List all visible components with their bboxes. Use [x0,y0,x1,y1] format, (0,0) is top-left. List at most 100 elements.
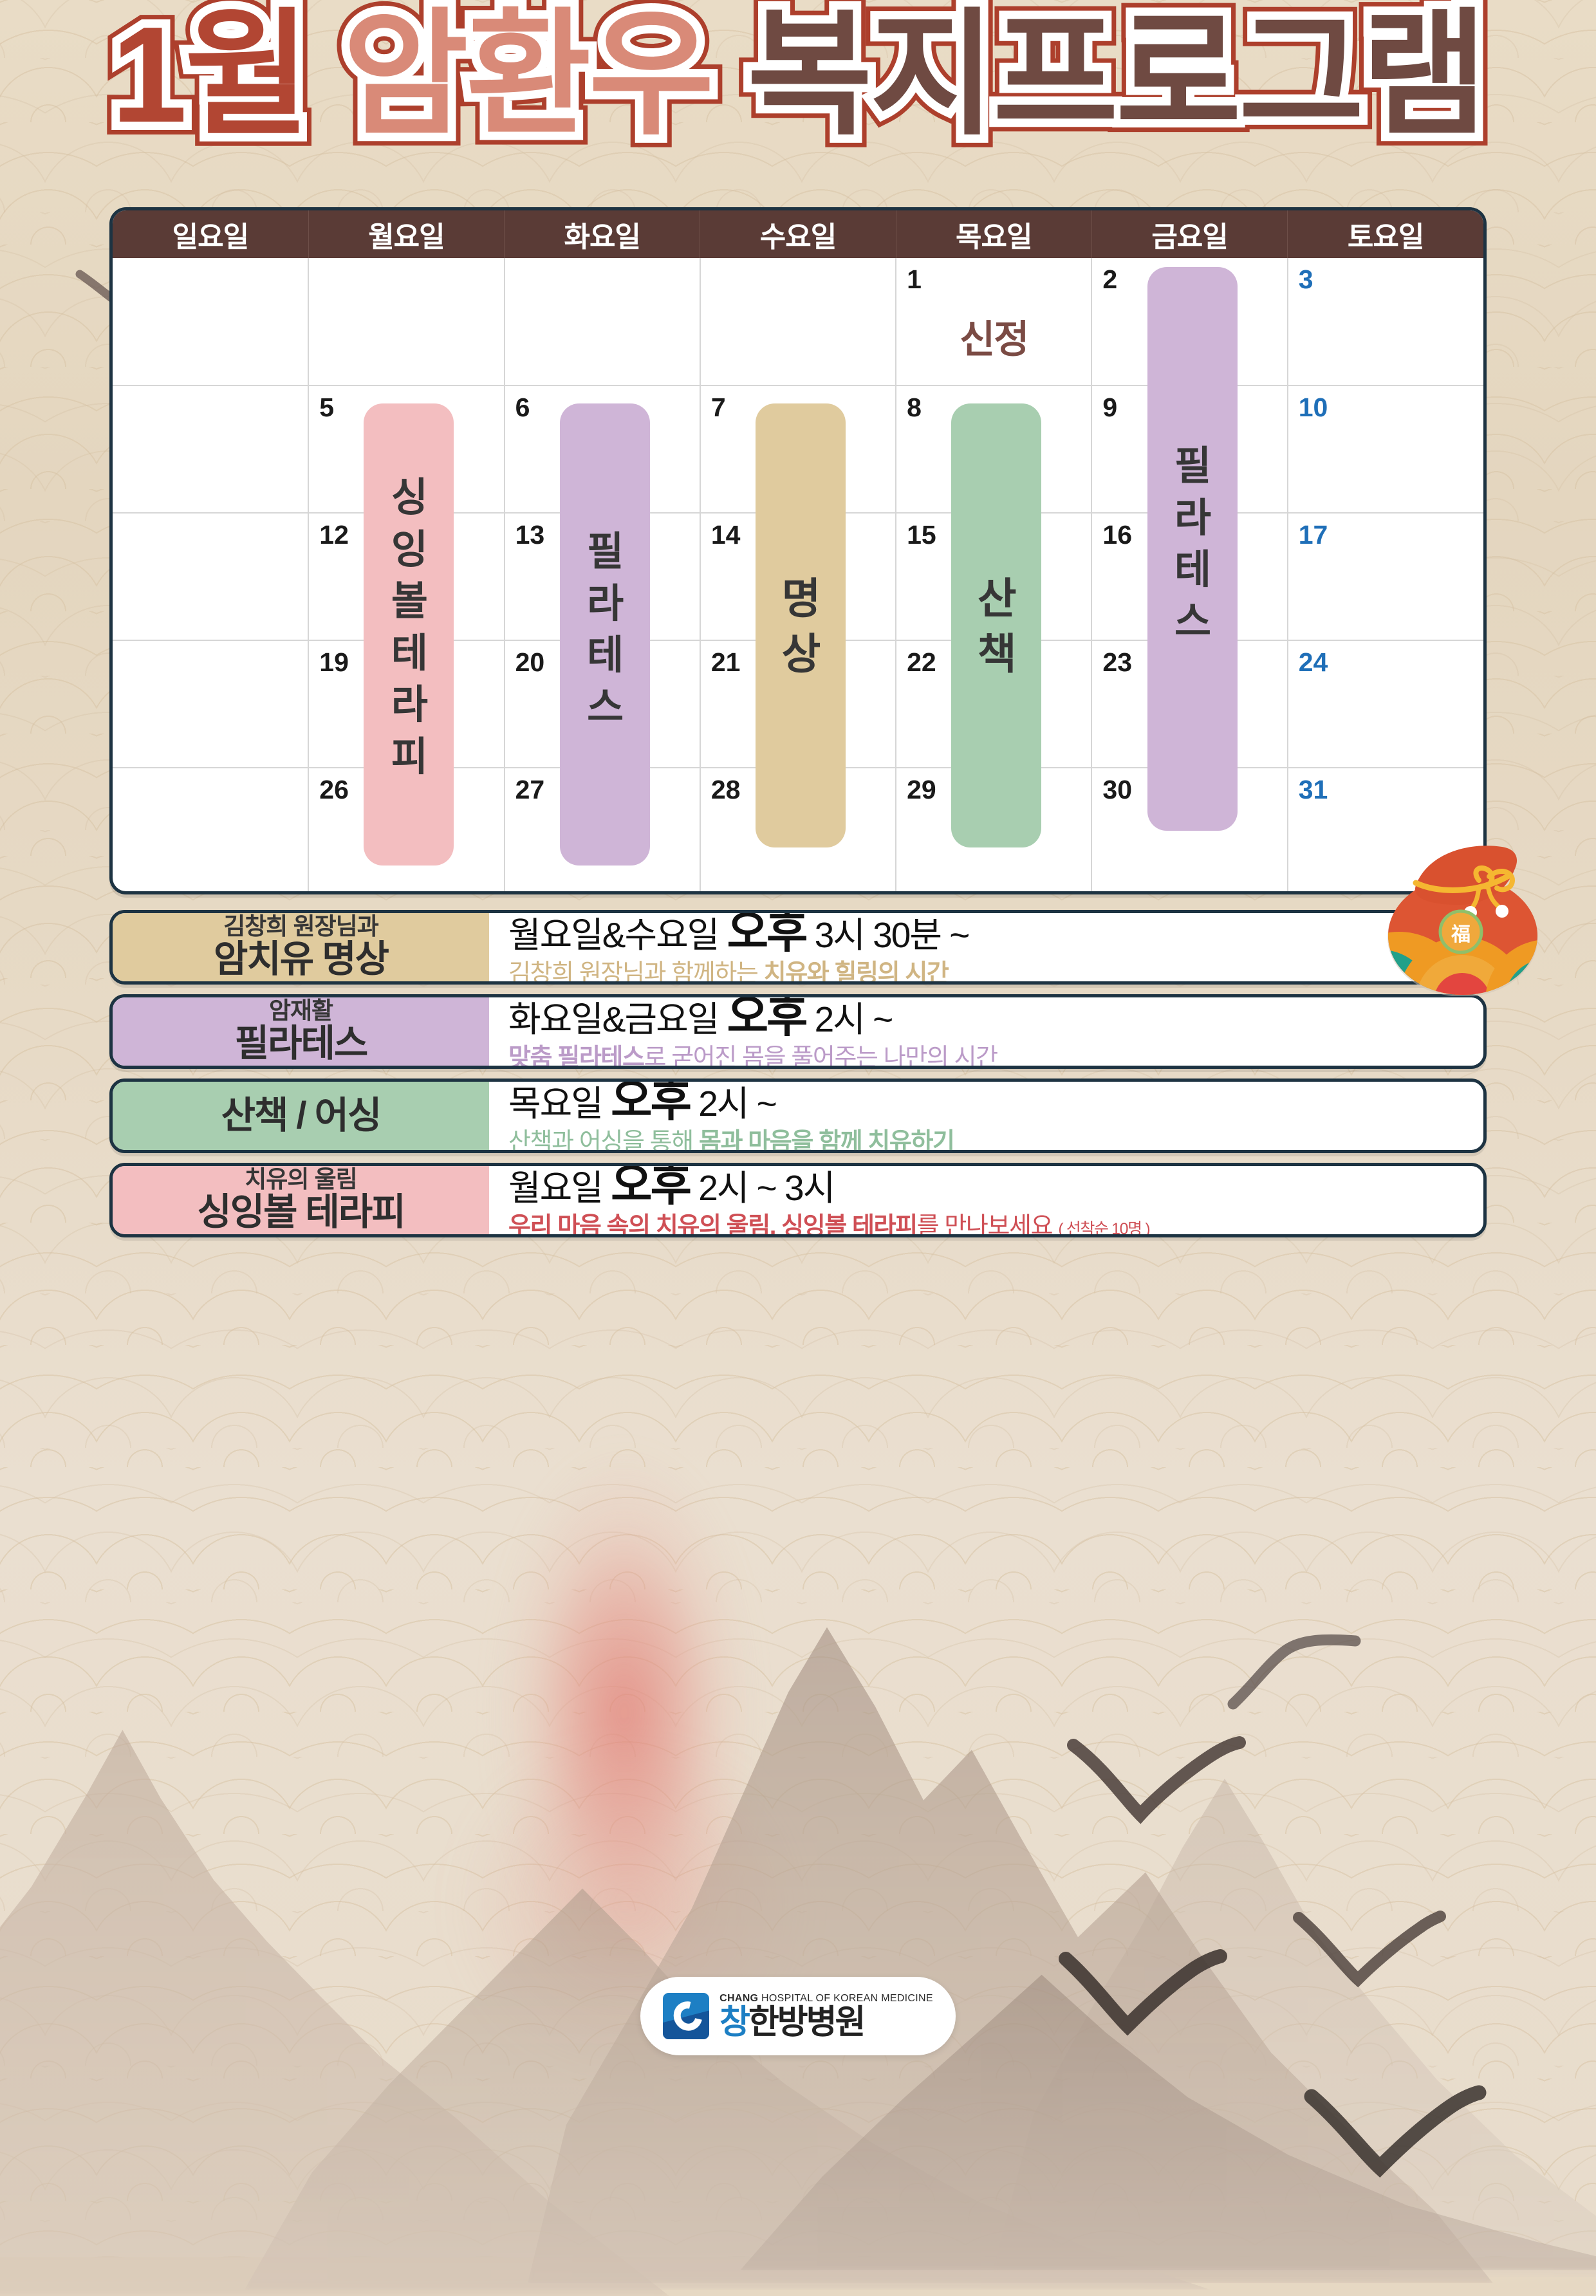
weekday-header-tuesday: 화요일 [504,210,701,258]
calendar-day-number: 13 [515,520,545,550]
calendar-day-17[interactable]: 17 [1287,513,1483,641]
calendar-day-number: 20 [515,647,545,677]
weekday-header-saturday: 토요일 [1287,210,1483,258]
program-schedule: 목요일 오후 2시 ~ [508,1079,1483,1125]
calendar-day-number: 16 [1102,520,1133,550]
calendar-day-number: 7 [710,393,726,422]
calendar-day-31[interactable]: 31 [1287,768,1483,891]
calendar-day-10[interactable]: 10 [1287,385,1483,514]
calendar-day-15[interactable]: 15 [896,513,1093,641]
calendar-day-13[interactable]: 13 [504,513,701,641]
program-row-meditation[interactable]: 김창희 원장님과 암치유 명상 월요일&수요일 오후 3시 30분 ~ 김창희 … [109,910,1487,985]
program-days: 월요일&수요일 [508,914,719,955]
calendar-day-3[interactable]: 3 [1287,258,1483,386]
calendar-day-19[interactable]: 19 [308,640,505,768]
title-segment-month: 1월 [103,0,319,151]
calendar-day-number: 10 [1298,393,1328,422]
weekday-header-sunday: 일요일 [113,210,309,258]
calendar-day-29[interactable]: 29 [896,768,1093,891]
desc-plain: 김창희 원장님과 함께하는 [508,959,764,985]
calendar-day-number: 22 [907,647,936,677]
program-row-pilates[interactable]: 암재활 필라테스 화요일&금요일 오후 2시 ~ 맞춤 필라테스로 굳어진 몸을… [109,994,1487,1069]
weekday-header-friday: 금요일 [1091,210,1288,258]
calendar-day-23[interactable]: 23 [1091,640,1288,768]
weekday-header-monday: 월요일 [308,210,505,258]
calendar-day-number: 5 [319,393,335,422]
calendar-day-28[interactable]: 28 [700,768,897,891]
calendar-week-row: 11121314151617 [113,513,1483,641]
calendar-day-27[interactable]: 27 [504,768,701,891]
program-body-walking: 목요일 오후 2시 ~ 산책과 어싱을 통해 몸과 마음을 함께 치유하기 [489,1082,1483,1150]
program-time: 2시 ~ [814,999,894,1039]
calendar-day-number: 2 [1102,264,1118,294]
calendar-day-16[interactable]: 16 [1091,513,1288,641]
bird-icon [1304,2085,1487,2181]
calendar-week-row: 18192021222324 [113,640,1483,768]
calendar-day-24[interactable]: 24 [1287,640,1483,768]
program-time: 2시 ~ 3시 [698,1167,835,1208]
title-segment-program-stroke: 복지프로그램 [734,0,1500,156]
calendar-day-7[interactable]: 7 [700,385,897,514]
program-label-sub: 치유의 울림 [245,1166,357,1193]
calendar-week-row: 25262728293031 [113,768,1483,891]
calendar-day-empty-wednesday [700,258,897,386]
calendar-day-number: 1 [907,264,922,294]
program-body-pilates: 화요일&금요일 오후 2시 ~ 맞춤 필라테스로 굳어진 몸을 풀어주는 나만의… [489,997,1483,1066]
program-days: 화요일&금요일 [508,999,719,1039]
calendar-day-number: 6 [515,393,530,422]
calendar-day-2[interactable]: 2 [1091,258,1288,386]
bird-icon [1067,1736,1246,1834]
calendar-day-6[interactable]: 6 [504,385,701,514]
calendar-day-20[interactable]: 20 [504,640,701,768]
calendar-day-number: 3 [1298,264,1313,294]
calendar-day-number: 14 [710,520,741,550]
calendar-day-14[interactable]: 14 [700,513,897,641]
title-segment-audience: 암환우 [335,0,723,151]
calendar-day-30[interactable]: 30 [1091,768,1288,891]
title-segment-month-stroke: 1월 [98,0,323,156]
fortune-character: 福 [1451,923,1471,946]
program-days: 월요일 [508,1167,604,1208]
program-ampm: 오후 [611,1163,692,1210]
calendar-day-5[interactable]: 5 [308,385,505,514]
program-description: 우리 마음 속의 치유의 울림, 싱잉볼 테라피를 만나보세요 ( 선착순 10… [508,1213,1483,1237]
calendar-day-8[interactable]: 8 [896,385,1093,514]
calendar-day-number: 21 [710,647,741,677]
calendar-day-12[interactable]: 12 [308,513,505,641]
calendar-day-number: 15 [907,520,936,550]
program-label-main: 싱잉볼 테라피 [197,1191,405,1234]
logo-wordmark: CHANG HOSPITAL OF KOREAN MEDICINE 창한방병원 [719,1993,933,2039]
page-title-stroke: 1월 암환우 복지프로그램 [0,0,1596,156]
program-ampm: 오후 [727,994,808,1041]
program-schedule: 월요일 오후 2시 ~ 3시 [508,1163,1483,1210]
logo-korean-rest: 한방병원 [748,2004,866,2041]
program-row-walking[interactable]: 산책 / 어싱 목요일 오후 2시 ~ 산책과 어싱을 통해 몸과 마음을 함께… [109,1079,1487,1153]
program-row-singing-bowl[interactable]: 치유의 울림 싱잉볼 테라피 월요일 오후 2시 ~ 3시 우리 마음 속의 치… [109,1163,1487,1237]
bird-icon [1293,1911,1446,1995]
calendar-day-9[interactable]: 9 [1091,385,1288,514]
calendar-day-number: 29 [907,775,936,804]
calendar-day-1[interactable]: 1 신정 [896,258,1093,386]
logo-mark-icon [663,1993,710,2039]
desc-note: ( 선착순 10명 ) [1058,1219,1150,1237]
program-schedule: 월요일&수요일 오후 3시 30분 ~ [508,913,1483,957]
program-label-meditation: 김창희 원장님과 암치유 명상 [113,913,489,981]
logo-korean-name: 창한방병원 [719,2006,933,2039]
monthly-calendar[interactable]: 일요일 월요일 화요일 수요일 목요일 금요일 토요일 1신정234567891… [109,207,1487,894]
calendar-day-22[interactable]: 22 [896,640,1093,768]
page-title: 1월 암환우 복지프로그램 1월 암환우 복지프로그램 [0,0,1596,167]
calendar-week-row: 1 신정 2 3 [113,258,1483,386]
calendar-day-number: 31 [1298,775,1328,804]
page-title-fill: 1월 암환우 복지프로그램 [0,0,1596,151]
calendar-week-row: 45678910 [113,385,1483,514]
calendar-day-26[interactable]: 26 [308,768,505,891]
program-ampm: 오후 [611,1079,692,1125]
calendar-header-row: 일요일 월요일 화요일 수요일 목요일 금요일 토요일 [113,210,1483,258]
calendar-day-number: 28 [710,775,741,804]
program-label-pilates: 암재활 필라테스 [113,997,489,1066]
desc-bold: 몸과 마음을 함께 치유하기 [698,1128,955,1153]
program-label-main: 필라테스 [234,1023,368,1065]
weekday-header-thursday: 목요일 [896,210,1092,258]
desc-tail: 로 굳어진 몸을 풀어주는 나만의 시간 [644,1044,999,1069]
calendar-day-21[interactable]: 21 [700,640,897,768]
